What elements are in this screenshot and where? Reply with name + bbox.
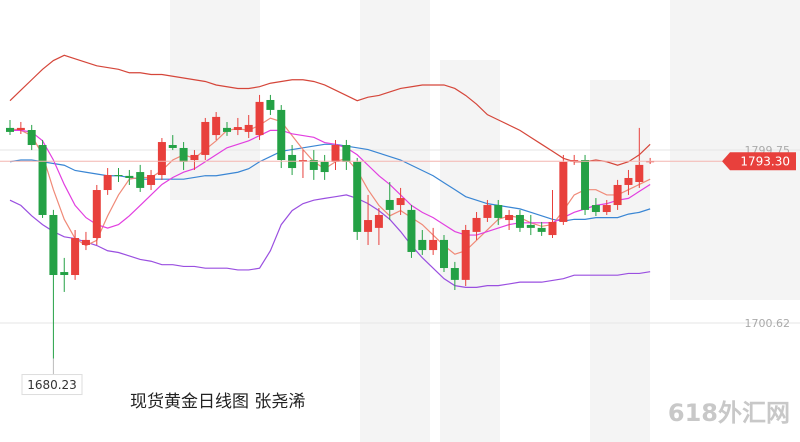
candle-body [71, 238, 80, 276]
candle-body [353, 161, 362, 232]
candle-body [483, 205, 492, 218]
candle-body [396, 198, 405, 206]
candle-body [581, 160, 590, 210]
background-pattern [170, 0, 800, 442]
candle-body [81, 239, 90, 245]
bg-block [170, 0, 260, 200]
candle-body [255, 101, 264, 136]
candle-body [60, 272, 69, 276]
candle-body [364, 220, 373, 232]
min-label: 1680.23 [27, 378, 77, 392]
candle-body [494, 205, 503, 218]
watermark: 618外汇网 [668, 399, 790, 427]
candle-body [92, 190, 101, 239]
candle-body [418, 239, 427, 251]
candle-body [461, 229, 470, 280]
candle-body [190, 154, 199, 161]
last-price-label: 1793.30 [740, 155, 790, 169]
chart-title: 现货黄金日线图 张尧浠 [130, 392, 305, 412]
candle-body [515, 214, 524, 228]
candle-body [635, 164, 644, 182]
candle-body [450, 268, 459, 280]
indicator-line [9, 194, 651, 288]
candle-body [320, 161, 329, 173]
candle-body [244, 124, 253, 132]
candle-body [266, 99, 275, 110]
candle-body [49, 214, 58, 276]
candle-body [233, 127, 242, 130]
candle-body [624, 177, 633, 185]
candle-body [136, 172, 145, 188]
candle-body [429, 239, 438, 251]
candle-body [125, 175, 134, 178]
candle-body [201, 121, 210, 155]
candle-body [331, 145, 340, 162]
y-tick-label: 1700.62 [745, 317, 791, 330]
candle-body [385, 199, 394, 210]
candle-body [602, 205, 611, 213]
bg-block [590, 80, 650, 442]
indicator-line [9, 54, 651, 166]
candle-body [157, 142, 166, 176]
candle-body [16, 127, 25, 130]
candle-body [537, 227, 546, 232]
candle-body [548, 221, 557, 236]
candle-body [309, 160, 318, 170]
candle-body [526, 224, 535, 228]
candle-body [505, 214, 514, 221]
candle-body [114, 175, 123, 177]
candle-body [613, 184, 622, 206]
candle-body [472, 217, 481, 232]
indicator-line [9, 117, 651, 255]
candle-body [27, 130, 36, 146]
candle-body [342, 145, 351, 162]
candle-body [168, 145, 177, 148]
candle-body [6, 127, 14, 132]
candle-body [559, 161, 568, 222]
candle-body [103, 175, 112, 191]
candle-body [147, 175, 156, 185]
bg-block [440, 60, 500, 442]
candle-body [212, 116, 221, 136]
candle-body [223, 127, 231, 132]
candle-body [277, 109, 286, 161]
candle-body [179, 147, 188, 162]
candle-body [591, 205, 600, 213]
min-label-box [21, 374, 83, 396]
last-price-box [722, 152, 796, 171]
candle-body [38, 145, 47, 215]
candle-body [440, 239, 448, 269]
candle-body [374, 214, 383, 228]
candle-body [407, 209, 416, 252]
indicator-line [10, 129, 651, 236]
